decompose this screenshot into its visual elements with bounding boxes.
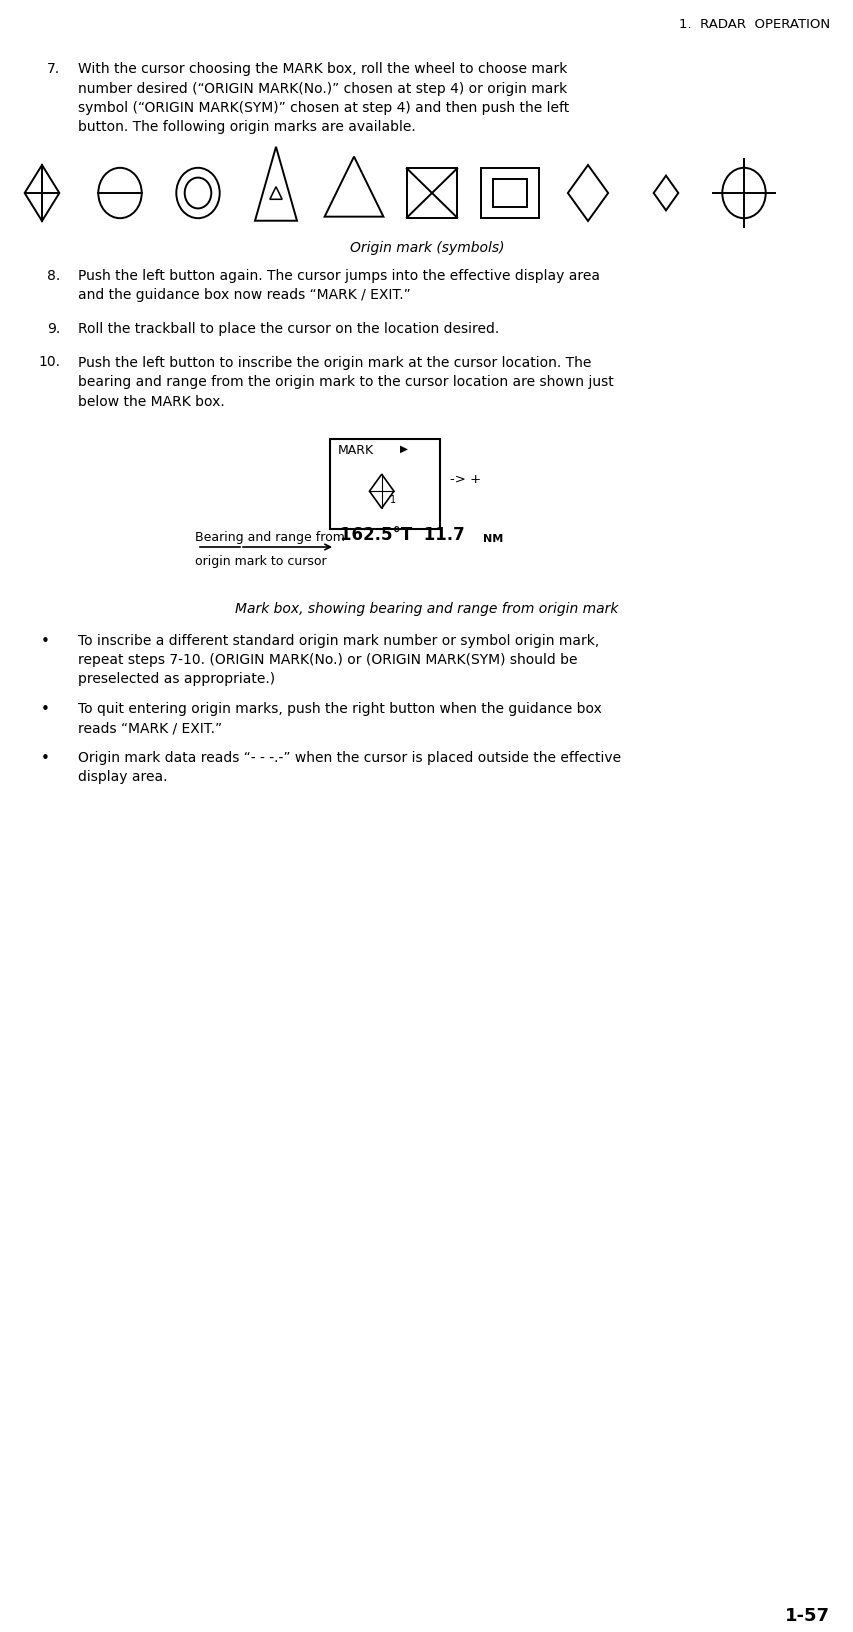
Text: •: • <box>40 702 49 716</box>
Text: symbol (“ORIGIN MARK(SYM)” chosen at step 4) and then push the left: symbol (“ORIGIN MARK(SYM)” chosen at ste… <box>78 101 569 114</box>
Text: origin mark to cursor: origin mark to cursor <box>194 555 326 568</box>
Text: 1-57: 1-57 <box>784 1608 829 1625</box>
Text: preselected as appropriate.): preselected as appropriate.) <box>78 672 275 687</box>
Text: 7.: 7. <box>47 62 60 77</box>
Text: 162.5°T  11.7: 162.5°T 11.7 <box>339 526 464 543</box>
Text: repeat steps 7-10. (ORIGIN MARK(No.) or (ORIGIN MARK(SYM) should be: repeat steps 7-10. (ORIGIN MARK(No.) or … <box>78 653 577 667</box>
Text: Mark box, showing bearing and range from origin mark: Mark box, showing bearing and range from… <box>235 602 618 615</box>
Text: Push the left button to inscribe the origin mark at the cursor location. The: Push the left button to inscribe the ori… <box>78 356 590 369</box>
Text: To quit entering origin marks, push the right button when the guidance box: To quit entering origin marks, push the … <box>78 702 601 716</box>
Text: With the cursor choosing the MARK box, roll the wheel to choose mark: With the cursor choosing the MARK box, r… <box>78 62 566 77</box>
Text: 8.: 8. <box>47 269 61 282</box>
Text: -> +: -> + <box>450 473 480 486</box>
Text: •: • <box>40 633 49 648</box>
Text: reads “MARK / EXIT.”: reads “MARK / EXIT.” <box>78 721 222 736</box>
Text: Bearing and range from: Bearing and range from <box>194 530 345 543</box>
Text: 1.  RADAR  OPERATION: 1. RADAR OPERATION <box>678 18 829 31</box>
Text: number desired (“ORIGIN MARK(No.)” chosen at step 4) or origin mark: number desired (“ORIGIN MARK(No.)” chose… <box>78 82 566 96</box>
Text: ▶: ▶ <box>399 444 408 454</box>
Text: 9.: 9. <box>47 322 61 336</box>
Text: 10.: 10. <box>38 356 60 369</box>
Text: bearing and range from the origin mark to the cursor location are shown just: bearing and range from the origin mark t… <box>78 375 613 388</box>
Text: •: • <box>40 751 49 765</box>
Text: NM: NM <box>483 534 502 543</box>
Text: Origin mark data reads “- - -.-” when the cursor is placed outside the effective: Origin mark data reads “- - -.-” when th… <box>78 751 620 765</box>
Text: button. The following origin marks are available.: button. The following origin marks are a… <box>78 121 415 134</box>
Text: 1: 1 <box>390 494 396 504</box>
Text: MARK: MARK <box>338 444 374 457</box>
Text: Push the left button again. The cursor jumps into the effective display area: Push the left button again. The cursor j… <box>78 269 600 282</box>
Text: display area.: display area. <box>78 770 167 785</box>
Text: below the MARK box.: below the MARK box. <box>78 395 224 408</box>
Text: To inscribe a different standard origin mark number or symbol origin mark,: To inscribe a different standard origin … <box>78 633 599 648</box>
Bar <box>329 439 439 529</box>
Text: Roll the trackball to place the cursor on the location desired.: Roll the trackball to place the cursor o… <box>78 322 499 336</box>
Text: Origin mark (symbols): Origin mark (symbols) <box>350 242 503 255</box>
Text: and the guidance box now reads “MARK / EXIT.”: and the guidance box now reads “MARK / E… <box>78 289 410 302</box>
